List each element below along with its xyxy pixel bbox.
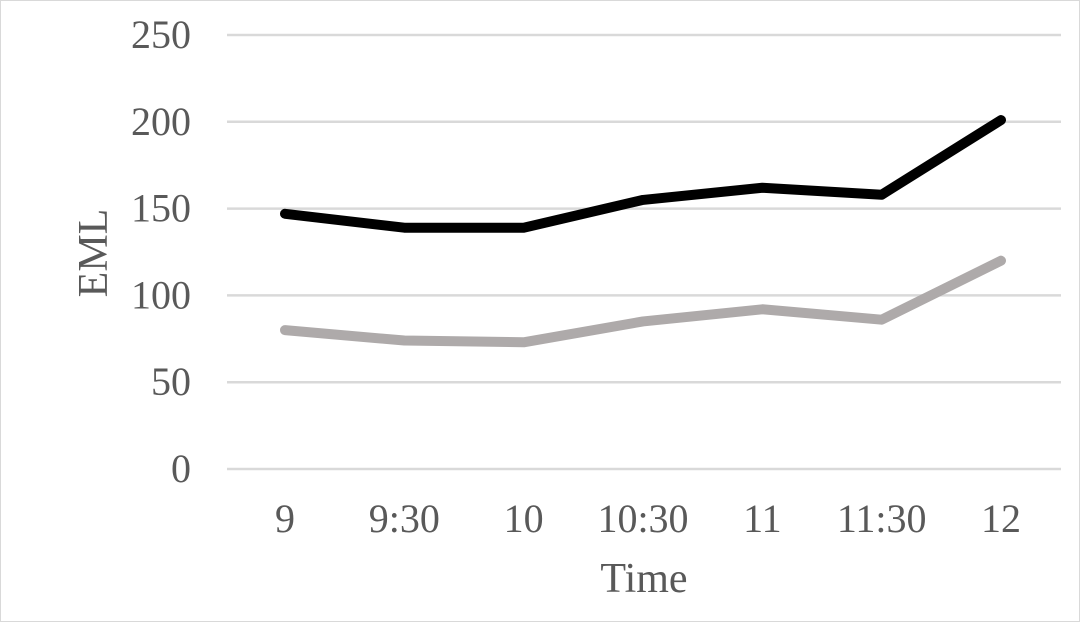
x-tick-label: 10 <box>504 496 544 541</box>
x-tick-label: 11:30 <box>837 496 927 541</box>
x-tick-label: 12 <box>981 496 1021 541</box>
y-tick-label: 100 <box>131 272 191 317</box>
x-tick-label: 11 <box>743 496 782 541</box>
y-tick-label: 250 <box>131 12 191 57</box>
series-line-1 <box>280 115 1006 233</box>
y-tick-label: 0 <box>171 446 191 491</box>
x-tick-label: 9 <box>275 496 295 541</box>
series-line-2 <box>280 255 1006 348</box>
x-tick-label: 10:30 <box>597 496 688 541</box>
x-axis-title: Time <box>600 556 687 602</box>
y-tick-label: 50 <box>151 359 191 404</box>
x-axis-tick-labels: 9 9:30 10 10:30 11 11:30 12 <box>275 496 1021 541</box>
gridlines <box>227 33 1061 471</box>
y-axis-tick-labels: 0 50 100 150 200 250 <box>131 12 191 491</box>
series-lines <box>280 115 1006 348</box>
x-tick-label: 9:30 <box>369 496 440 541</box>
y-axis-title: EML <box>71 209 117 298</box>
y-tick-label: 150 <box>131 186 191 231</box>
y-tick-label: 200 <box>131 99 191 144</box>
